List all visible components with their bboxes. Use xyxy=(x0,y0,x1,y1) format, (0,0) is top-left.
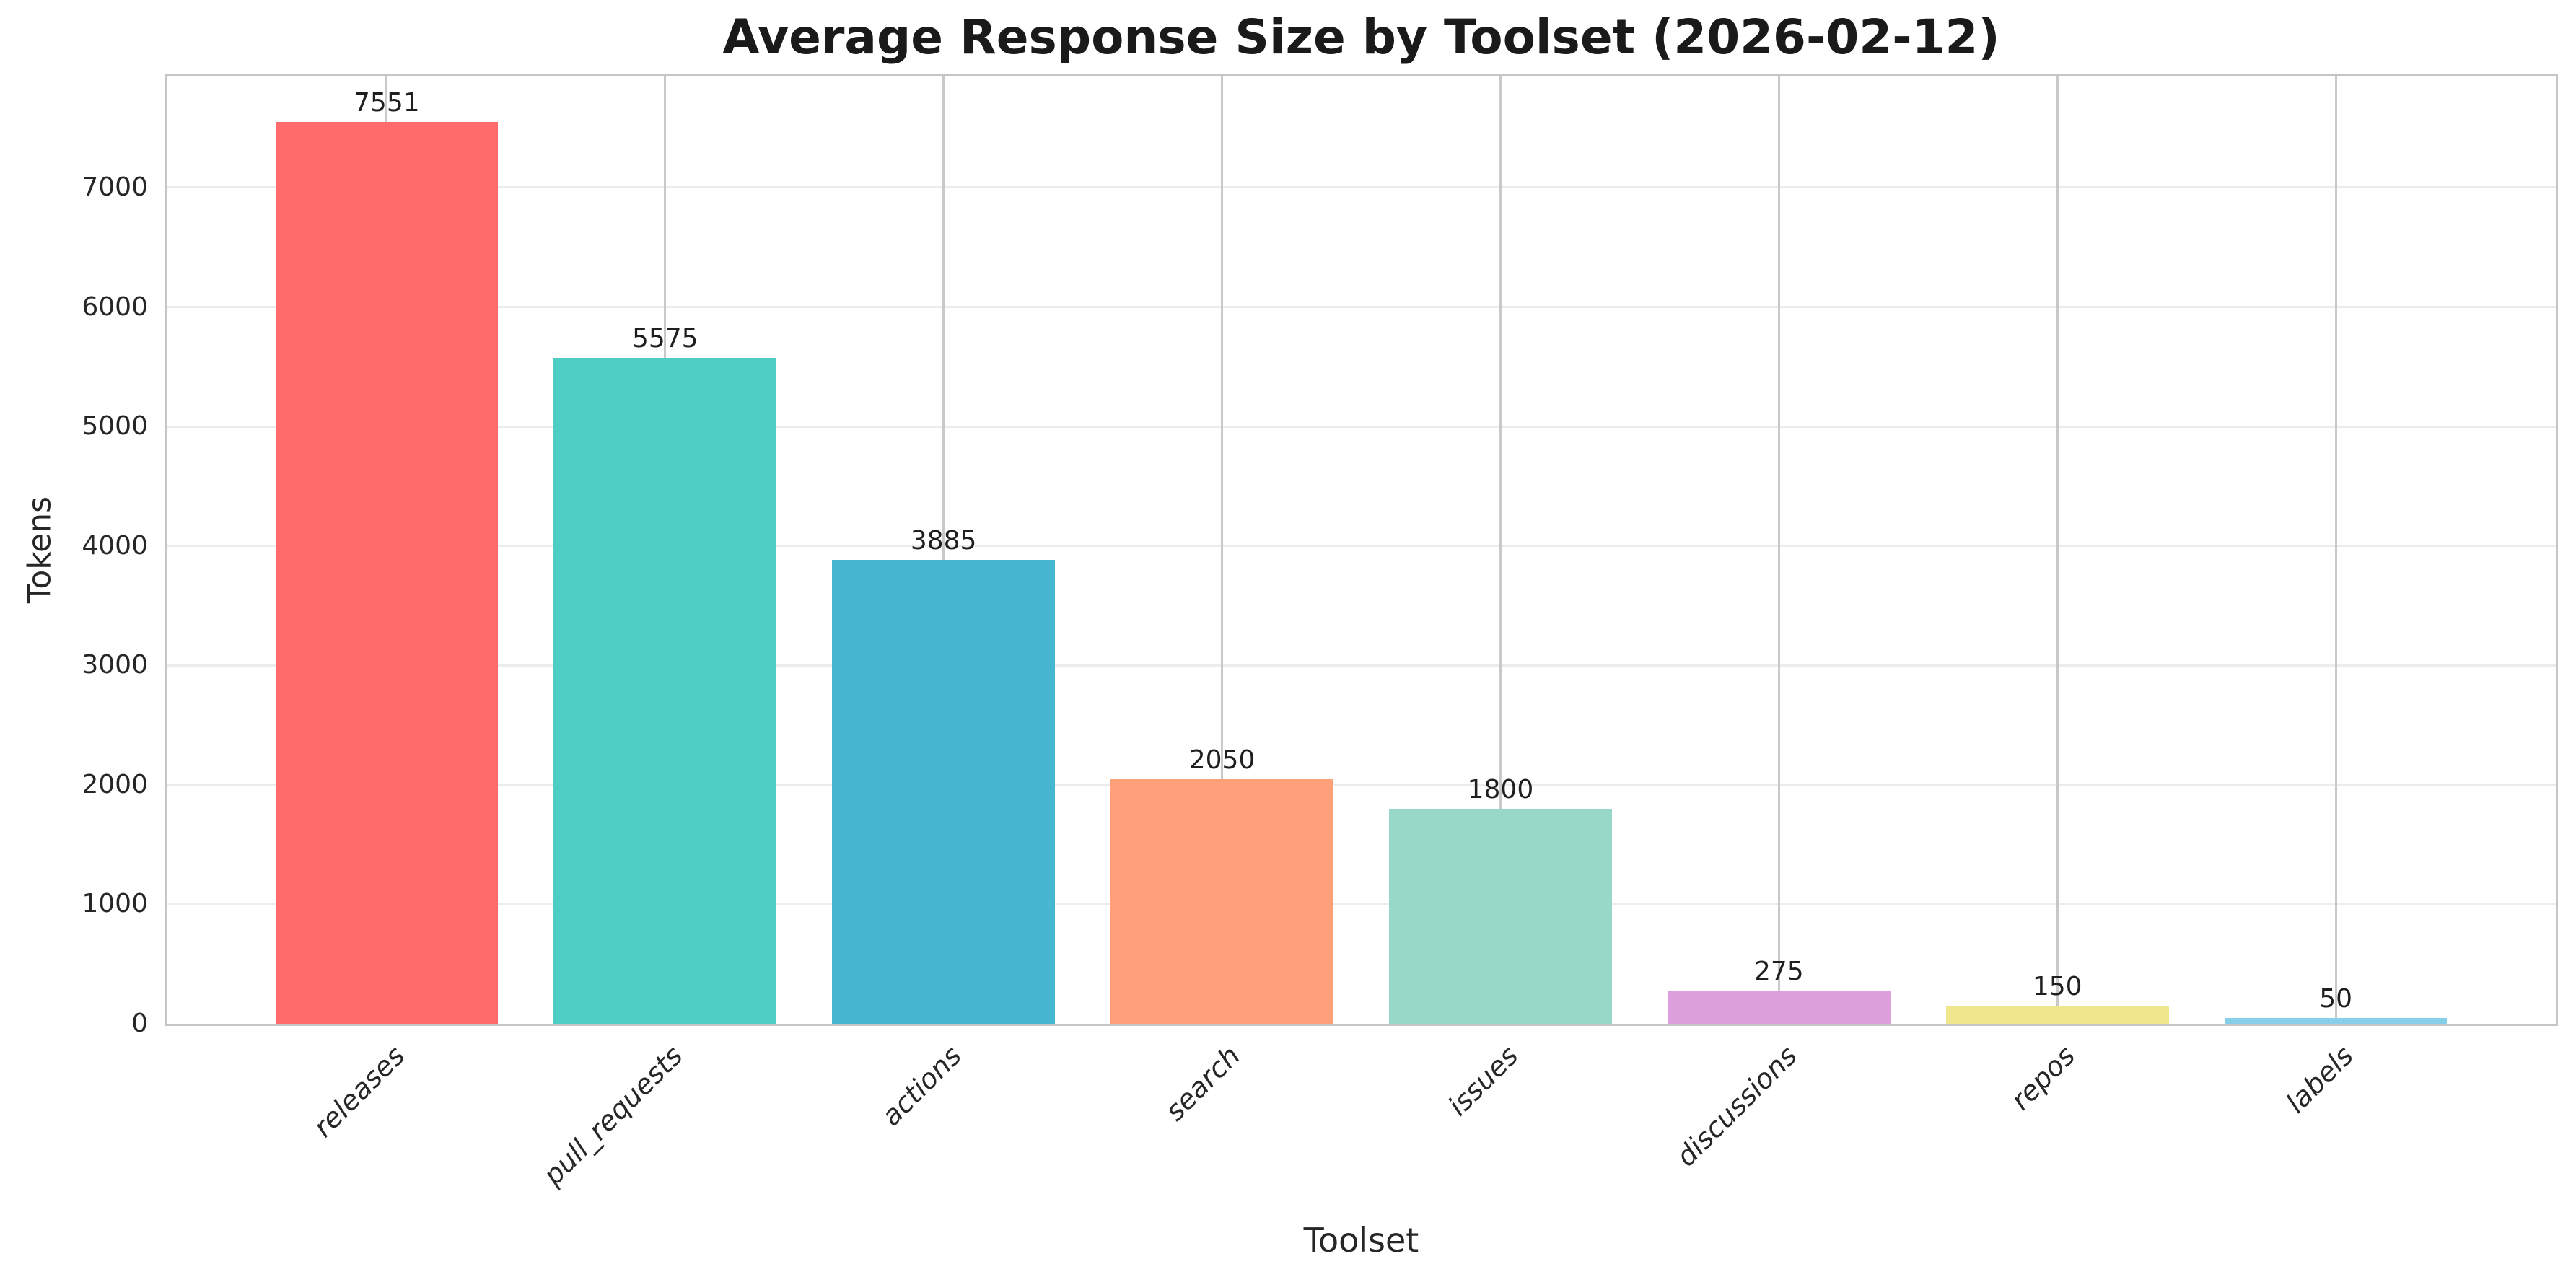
x-tick-label-discussions: discussions xyxy=(1670,1040,1803,1173)
bar-pull_requests xyxy=(553,357,777,1024)
bar-value-label-pull_requests: 5575 xyxy=(631,323,698,354)
bar-search xyxy=(1110,778,1333,1024)
bar-value-label-releases: 7551 xyxy=(354,87,420,118)
horizontal-gridline xyxy=(167,784,2556,786)
bar-value-label-issues: 1800 xyxy=(1467,774,1534,804)
x-axis-label: Toolset xyxy=(1303,1221,1419,1260)
bar-actions xyxy=(832,559,1055,1024)
bar-issues xyxy=(1389,808,1612,1024)
vertical-gridline xyxy=(942,76,945,1024)
bar-labels xyxy=(2224,1017,2448,1024)
bar-value-label-repos: 150 xyxy=(2032,972,2082,1002)
horizontal-gridline xyxy=(167,306,2556,309)
y-tick-label-7000: 7000 xyxy=(82,172,148,202)
bar-value-label-search: 2050 xyxy=(1188,745,1256,775)
vertical-gridline xyxy=(1499,76,1502,1024)
x-tick-label-actions: actions xyxy=(875,1040,968,1132)
y-tick-label-6000: 6000 xyxy=(82,291,148,322)
x-tick-label-releases: releases xyxy=(307,1040,411,1144)
y-tick-label-1000: 1000 xyxy=(82,889,148,919)
chart-title: Average Response Size by Toolset (2026-0… xyxy=(722,9,2000,65)
bar-value-label-discussions: 275 xyxy=(1753,957,1804,987)
y-tick-label-4000: 4000 xyxy=(82,530,148,561)
y-tick-label-2000: 2000 xyxy=(82,769,148,799)
horizontal-gridline xyxy=(167,664,2556,667)
bar-discussions xyxy=(1667,991,1891,1024)
y-tick-label-3000: 3000 xyxy=(82,650,148,680)
plot-area xyxy=(167,76,2556,1024)
bar-value-label-actions: 3885 xyxy=(910,525,977,556)
horizontal-gridline xyxy=(167,186,2556,189)
horizontal-gridline xyxy=(167,903,2556,905)
horizontal-gridline xyxy=(167,425,2556,428)
y-axis-label: Tokens xyxy=(21,496,58,604)
bar-repos xyxy=(1945,1006,2169,1024)
bar-releases xyxy=(275,121,499,1024)
vertical-gridline xyxy=(2056,76,2059,1024)
vertical-gridline xyxy=(2334,76,2337,1024)
x-tick-label-search: search xyxy=(1158,1040,1246,1127)
x-tick-label-pull_requests: pull_requests xyxy=(537,1040,689,1192)
vertical-gridline xyxy=(1221,76,1224,1024)
y-tick-label-0: 0 xyxy=(131,1009,148,1038)
x-tick-label-issues: issues xyxy=(1442,1040,1525,1123)
x-tick-label-repos: repos xyxy=(2005,1040,2082,1117)
y-tick-label-5000: 5000 xyxy=(82,411,148,442)
x-tick-label-labels: labels xyxy=(2280,1040,2360,1120)
bar-value-label-labels: 50 xyxy=(2319,983,2353,1014)
vertical-gridline xyxy=(1777,76,1780,1024)
horizontal-gridline xyxy=(167,545,2556,548)
